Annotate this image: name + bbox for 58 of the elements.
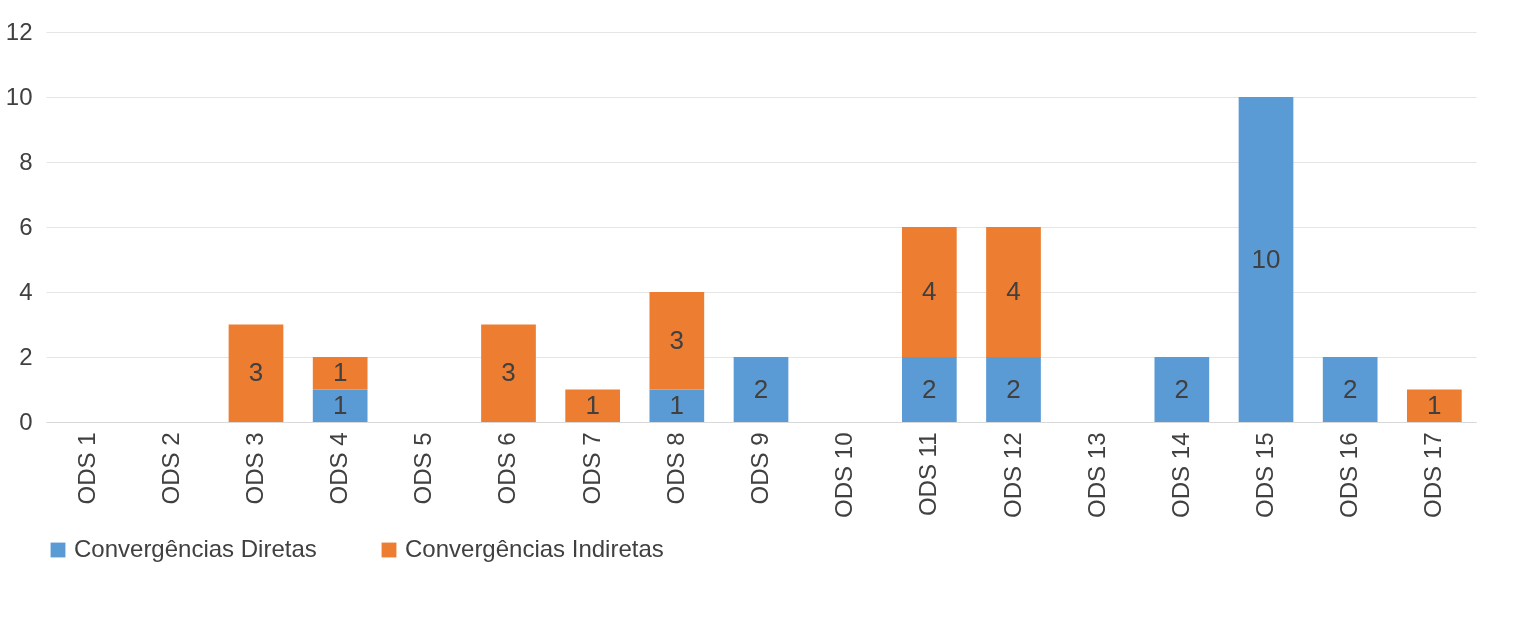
data-label: 2	[1342, 373, 1358, 404]
bar	[228, 324, 284, 422]
x-tick-label: ODS 12	[998, 432, 1026, 518]
bar	[1154, 357, 1210, 422]
data-label: 1	[585, 389, 600, 420]
bar	[1238, 97, 1294, 422]
x-tick-label: ODS 14	[1166, 432, 1194, 518]
y-tick-label: 8	[19, 147, 33, 175]
data-label: 1	[669, 389, 685, 420]
bar	[733, 357, 789, 422]
legend-label: Convergências Diretas	[74, 535, 317, 562]
data-label: 1	[332, 389, 348, 420]
bar	[312, 389, 368, 422]
data-label: 1	[1427, 389, 1442, 420]
x-tick-label: ODS 13	[1082, 432, 1110, 518]
x-tick-label: ODS 6	[493, 432, 521, 505]
data-label: 2	[753, 373, 769, 404]
x-tick-label: ODS 4	[325, 432, 353, 505]
data-label: 4	[922, 276, 937, 306]
x-tick-label: ODS 10	[830, 432, 858, 518]
x-tick-label: ODS 9	[746, 432, 773, 505]
x-tick-label: ODS 17	[1419, 432, 1447, 518]
bar	[986, 357, 1041, 422]
x-tick-label: ODS 5	[409, 432, 437, 505]
x-tick-label: ODS 16	[1335, 432, 1363, 518]
bar	[312, 357, 368, 390]
x-tick-label: ODS 8	[661, 432, 689, 505]
data-label: 10	[1251, 243, 1281, 274]
bar	[649, 389, 705, 422]
y-tick-label: 4	[19, 277, 33, 305]
x-tick-label: ODS 15	[1251, 432, 1278, 518]
data-label: 2	[922, 373, 937, 404]
y-tick-label: 10	[5, 82, 33, 110]
data-label: 3	[669, 324, 685, 355]
data-label: 3	[248, 357, 264, 388]
data-label: 2	[1174, 373, 1190, 404]
data-label: 3	[501, 357, 516, 388]
bar	[1406, 389, 1462, 422]
x-tick-label: ODS 3	[241, 432, 268, 505]
x-tick-label: ODS 11	[914, 432, 942, 517]
data-label: 2	[1006, 373, 1021, 404]
x-tick-label: ODS 1	[72, 432, 100, 505]
legend-label: Convergências Indiretas	[405, 535, 664, 562]
x-tick-label: ODS 2	[156, 432, 184, 505]
data-label: 4	[1006, 276, 1021, 306]
data-label: 1	[332, 357, 348, 388]
bar	[565, 389, 621, 422]
bar	[986, 227, 1041, 357]
bar	[901, 227, 957, 357]
x-tick-label: ODS 7	[577, 432, 605, 505]
y-tick-label: 0	[19, 407, 33, 435]
y-tick-label: 6	[19, 212, 33, 240]
bar	[901, 357, 957, 422]
y-tick-label: 12	[5, 17, 33, 45]
bar	[1322, 357, 1378, 422]
bar	[481, 324, 536, 422]
bar	[649, 292, 705, 390]
y-tick-label: 2	[19, 342, 33, 370]
